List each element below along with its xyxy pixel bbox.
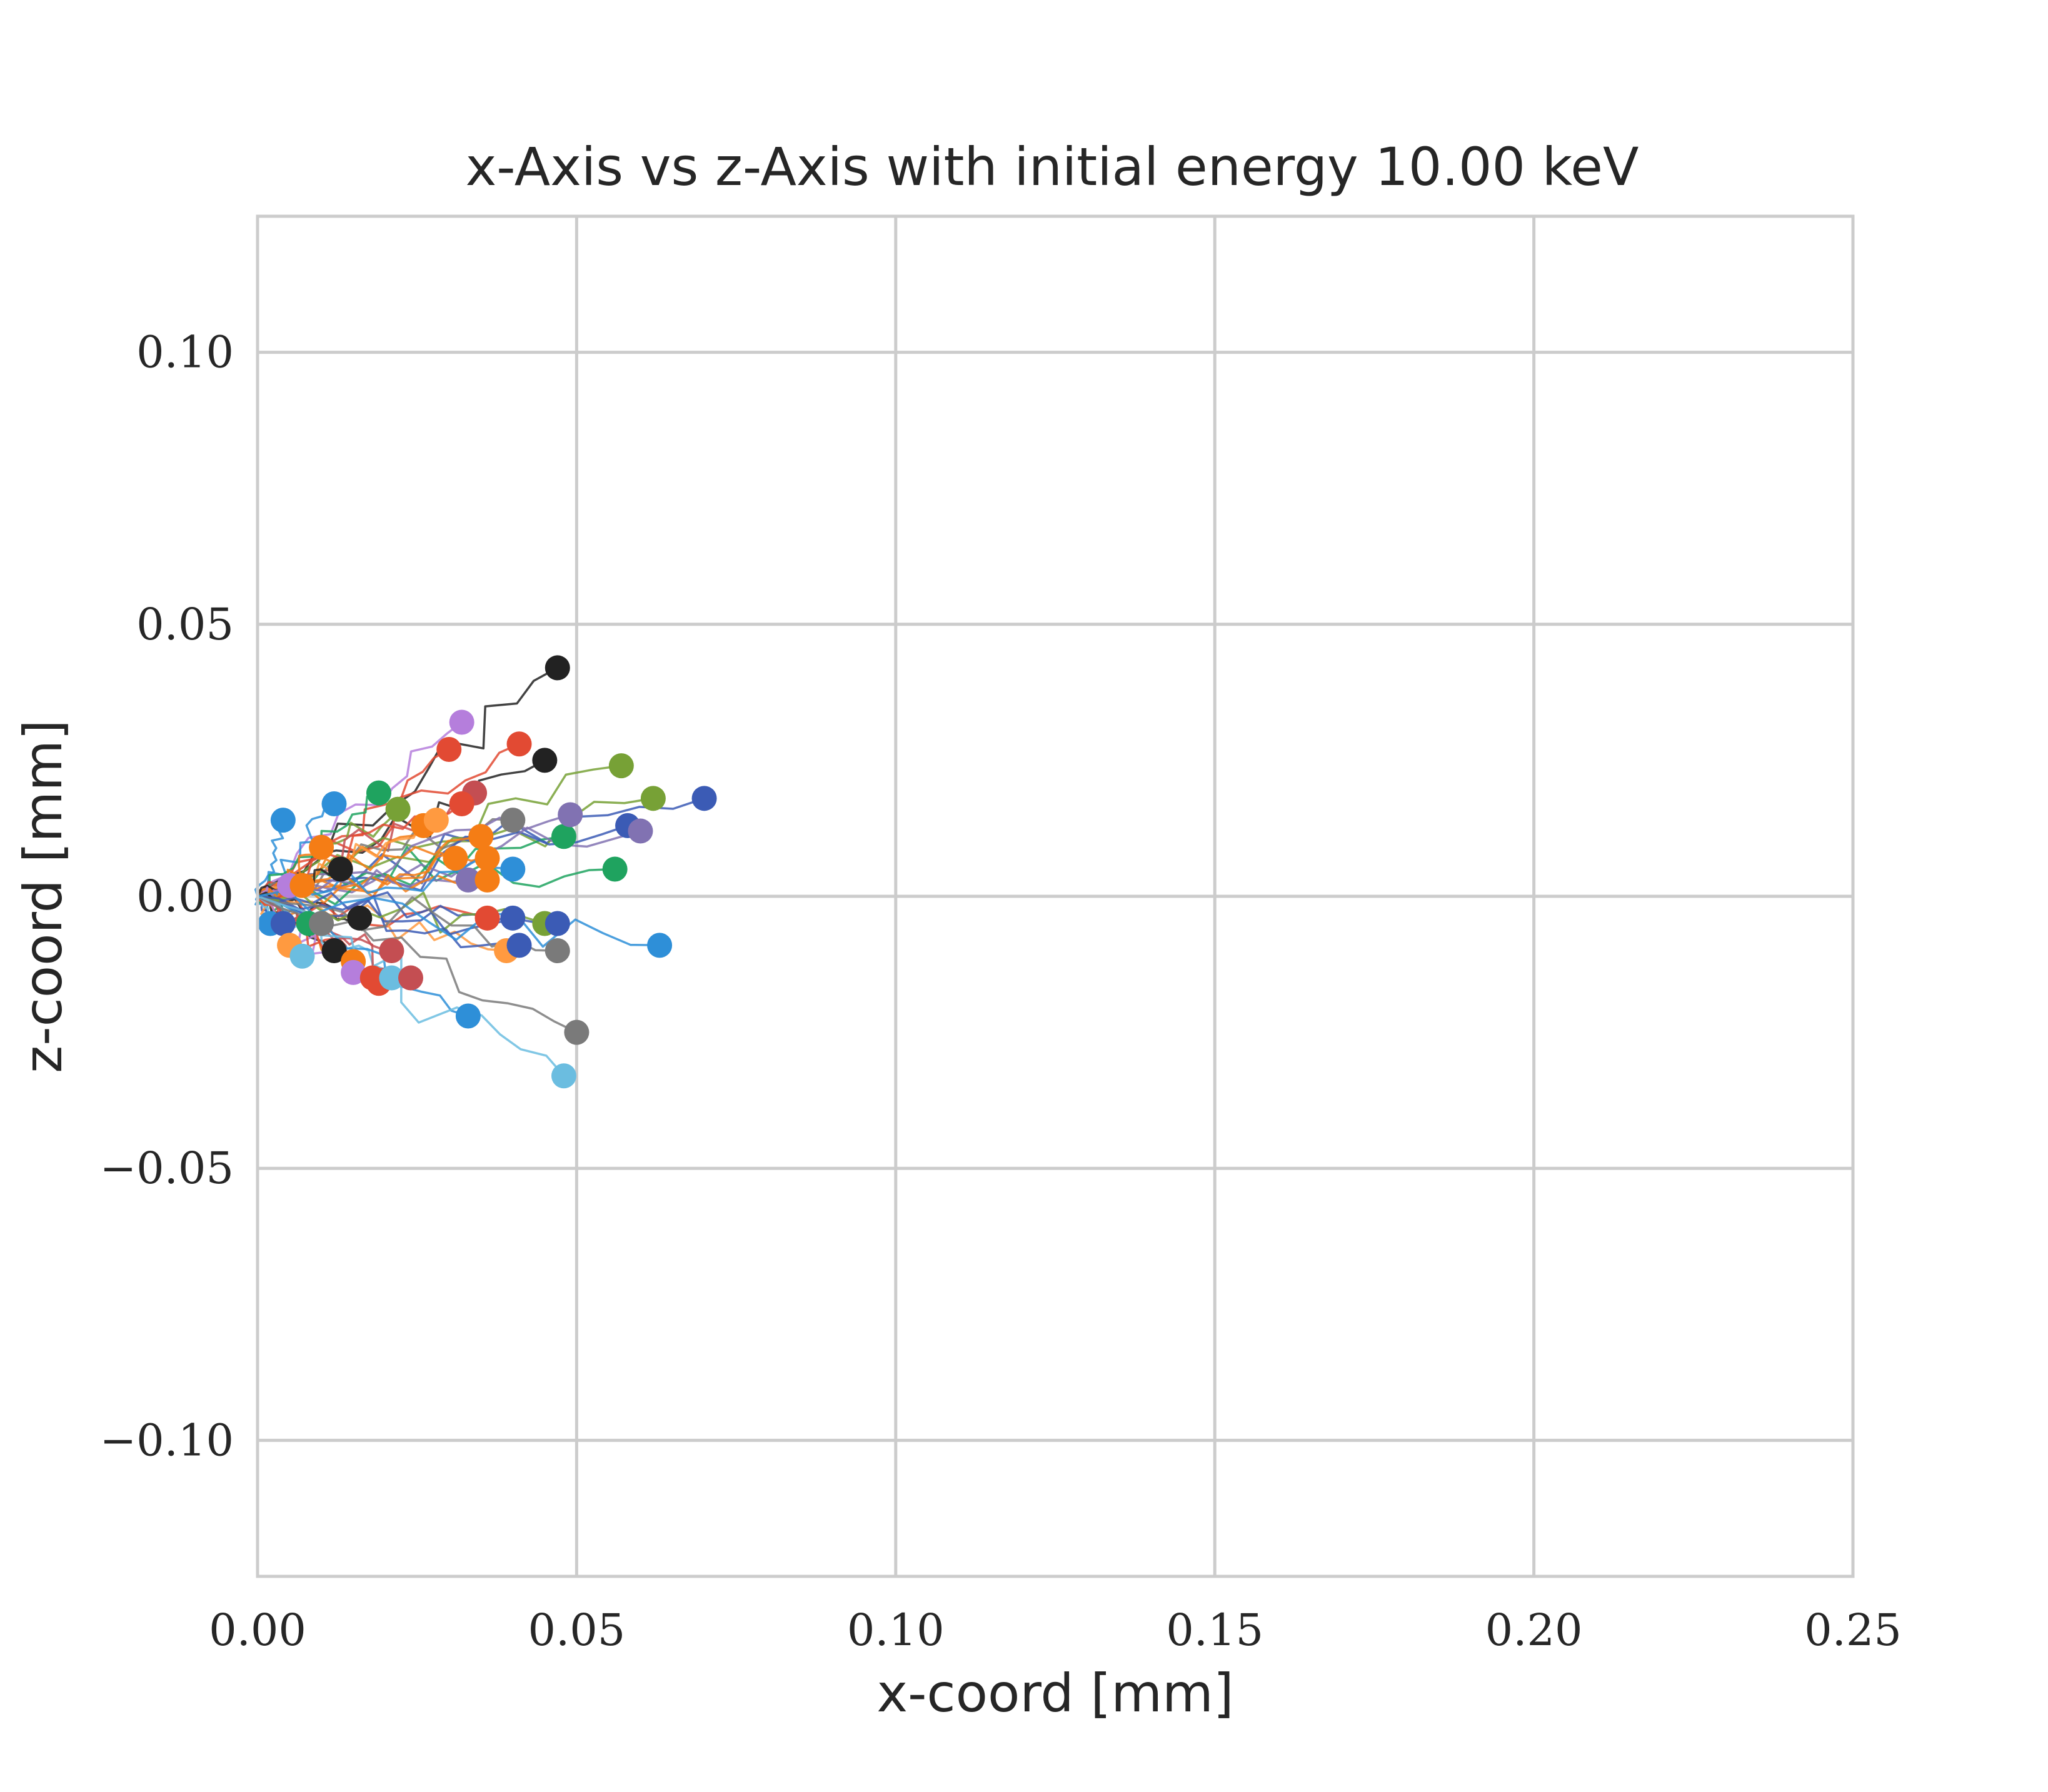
trajectory-line <box>256 895 469 1018</box>
trajectory-endpoint <box>500 905 526 931</box>
trajectory-line <box>256 889 661 948</box>
x-tick-label: 0.15 <box>1166 1604 1263 1656</box>
trajectory-endpoint <box>379 965 404 991</box>
trajectory-endpoint <box>289 943 315 969</box>
trajectory-endpoint <box>506 731 532 757</box>
trajectory-endpoints <box>258 655 717 1089</box>
x-tick-label: 0.10 <box>847 1604 945 1656</box>
x-tick-label: 0.00 <box>209 1604 306 1656</box>
trajectory-endpoint <box>628 818 653 844</box>
trajectory-endpoint <box>608 753 634 779</box>
trajectory-endpoint <box>366 780 391 806</box>
trajectory-line <box>256 803 336 898</box>
trajectory-endpoint <box>551 1063 576 1089</box>
y-tick-labels: −0.10 −0.05 0.00 0.05 0.10 <box>99 327 234 1466</box>
x-tick-label: 0.20 <box>1485 1604 1583 1656</box>
trajectory-endpoint <box>455 867 481 893</box>
trajectory-endpoint <box>564 1019 590 1045</box>
trajectory-endpoint <box>647 933 673 958</box>
x-tick-label: 0.05 <box>528 1604 625 1656</box>
trajectory-endpoint <box>691 786 717 811</box>
trajectory-endpoint <box>270 911 296 936</box>
y-tick-label: −0.05 <box>99 1143 234 1194</box>
x-axis-label: x-coord [mm] <box>876 1663 1233 1724</box>
trajectory-endpoint <box>640 786 666 811</box>
trajectory-endpoint <box>602 856 628 882</box>
trajectory-endpoint <box>436 736 462 762</box>
y-tick-label: −0.10 <box>99 1414 234 1466</box>
trajectory-endpoint <box>270 808 296 833</box>
trajectory-endpoint <box>347 905 373 931</box>
trajectory-endpoint <box>558 802 583 828</box>
trajectory-endpoint <box>398 965 423 991</box>
trajectory-endpoint <box>321 791 347 817</box>
x-tick-labels: 0.00 0.05 0.10 0.15 0.20 0.25 <box>209 1604 1902 1656</box>
trajectory-endpoint <box>379 938 404 964</box>
y-tick-label: 0.00 <box>136 871 234 922</box>
y-axis-label: z-coord [mm] <box>13 719 74 1073</box>
trajectory-endpoint <box>474 905 500 931</box>
y-tick-label: 0.10 <box>136 327 234 378</box>
chart-title: x-Axis vs z-Axis with initial energy 10.… <box>466 136 1639 198</box>
trajectory-endpoint <box>443 846 468 871</box>
trajectory-endpoint <box>449 709 474 735</box>
trajectory-endpoint <box>341 959 366 985</box>
grid <box>256 216 1855 1576</box>
trajectory-line <box>254 819 286 898</box>
plot-frame <box>256 214 1855 1578</box>
trajectory-endpoint <box>500 856 526 882</box>
y-tick-label: 0.05 <box>136 599 234 650</box>
trajectory-endpoint <box>309 834 334 860</box>
trajectory-endpoint <box>328 856 353 882</box>
trajectory-endpoint <box>385 796 411 822</box>
trajectory-endpoint <box>545 938 570 964</box>
trajectory-line <box>256 721 463 898</box>
trajectory-endpoint <box>545 911 570 936</box>
trajectory-endpoint <box>551 824 576 849</box>
trajectory-endpoint <box>309 911 334 936</box>
trajectory-endpoint <box>423 808 449 833</box>
trajectory-endpoint <box>455 1003 481 1029</box>
x-tick-label: 0.25 <box>1804 1604 1902 1656</box>
trajectory-endpoint <box>468 824 494 849</box>
trajectory-endpoint <box>506 933 532 958</box>
trajectory-endpoint <box>532 748 558 773</box>
trajectory-endpoint <box>321 938 347 964</box>
trajectory-line <box>256 826 642 898</box>
trajectory-endpoint <box>500 808 526 833</box>
trajectory-endpoint <box>289 873 315 898</box>
trajectory-line <box>256 894 521 949</box>
trajectory-endpoint <box>474 846 500 871</box>
trajectory-endpoint <box>474 867 500 893</box>
trajectory-endpoint <box>449 791 474 817</box>
trajectory-endpoint <box>545 655 570 681</box>
